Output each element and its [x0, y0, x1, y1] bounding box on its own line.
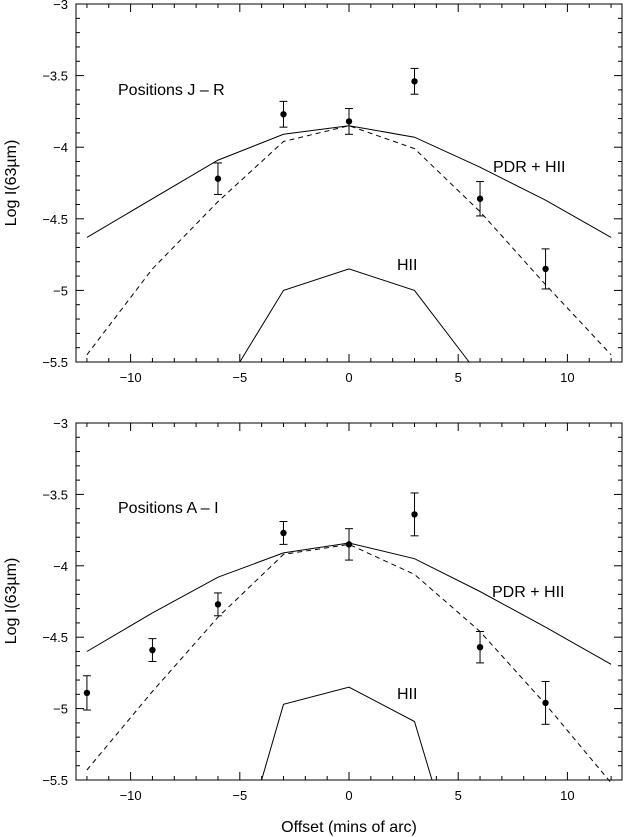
- x-tick-label: 5: [455, 788, 462, 803]
- tick-labels: −10 −5 0 5 10 −3 −3.5 −4 −4.5 −5 −5.5: [42, 416, 574, 803]
- panel-positions-a-i: −10 −5 0 5 10−3−3.5−4−4.5−5−5.5 Log I(63µm) …: [3, 416, 623, 836]
- y-tick-label: −5.5: [42, 355, 68, 370]
- y-tick-label: −3: [53, 0, 68, 12]
- y-axis-label: Log I(63µm): [3, 140, 20, 227]
- data-point: [280, 111, 287, 118]
- dashed-model-line: [86, 125, 612, 356]
- y-tick-label: −5.5: [42, 773, 68, 788]
- hii-model-line: [261, 686, 433, 781]
- y-tick-label: −4.5: [42, 212, 68, 227]
- dashed-model-line: [86, 543, 612, 784]
- x-tick-label: −5: [232, 788, 247, 803]
- data-point: [214, 601, 222, 608]
- plot-frame: [75, 422, 623, 781]
- data-points: [82, 492, 550, 725]
- annotation-pdr-hii: PDR + HII: [493, 159, 565, 176]
- data-point: [345, 118, 353, 125]
- x-tick-label: 5: [455, 370, 462, 385]
- x-tick-label: 0: [345, 370, 352, 385]
- y-tick-label: −5: [53, 283, 68, 298]
- x-tick-label: 10: [560, 788, 574, 803]
- model-curves: [86, 542, 612, 784]
- tick-labels: −10 −5 0 5 10 −3 −3.5 −4 −4.5 −5 −5.5: [42, 0, 574, 385]
- data-point: [411, 78, 418, 85]
- data-point: [476, 643, 484, 651]
- annotation-hii: HII: [397, 686, 417, 703]
- data-point: [280, 529, 287, 537]
- tick-marks: [76, 3, 622, 363]
- y-tick-label: −3.5: [42, 487, 68, 502]
- y-axis-label: Log I(63µm): [3, 558, 20, 645]
- tick-marks: [76, 422, 622, 781]
- model-curves: [86, 125, 612, 363]
- y-tick-label: −4: [53, 140, 68, 155]
- data-point: [542, 265, 549, 273]
- hii-model-line: [239, 268, 470, 363]
- pdr-hii-model-line: [86, 542, 612, 665]
- data-point: [411, 511, 418, 518]
- annotation-hii: HII: [397, 257, 417, 274]
- y-tick-label: −4.5: [42, 630, 68, 645]
- x-tick-label: −10: [120, 788, 142, 803]
- data-point: [214, 175, 222, 182]
- y-tick-label: −3: [53, 416, 68, 431]
- annotation-pdr-hii: PDR + HII: [492, 584, 564, 601]
- data-point: [542, 699, 549, 707]
- x-tick-label: −10: [120, 370, 142, 385]
- y-tick-label: −5: [53, 702, 68, 717]
- x-axis-label: Offset (mins of arc): [281, 819, 417, 836]
- annotation-positions-j-r: Positions J – R: [118, 82, 225, 99]
- x-tick-label: −5: [232, 370, 247, 385]
- y-tick-label: −3.5: [42, 69, 68, 84]
- pdr-hii-model-line: [86, 125, 612, 238]
- data-point: [83, 689, 91, 697]
- x-tick-label: 10: [560, 370, 574, 385]
- y-tick-label: −4: [53, 559, 68, 574]
- panel-positions-j-r: −10 −5 0 5 10−3−3.5−4−4.5−5−5.5 Log I(63µm) …: [3, 0, 623, 385]
- annotation-positions-a-i: Positions A – I: [118, 500, 219, 517]
- plot-frame: [75, 3, 623, 363]
- data-point: [149, 646, 156, 654]
- data-point: [345, 541, 353, 548]
- data-points: [213, 67, 550, 290]
- data-point: [476, 195, 484, 202]
- x-tick-label: 0: [345, 788, 352, 803]
